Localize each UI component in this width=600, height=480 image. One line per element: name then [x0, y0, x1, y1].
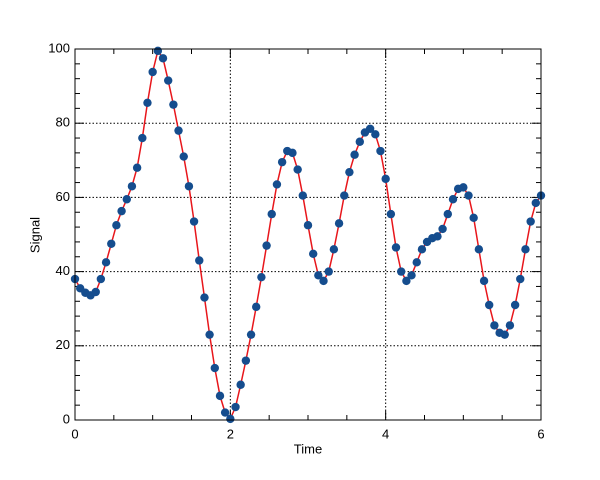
data-point [215, 391, 225, 401]
data-point [112, 221, 121, 230]
data-point [479, 276, 489, 286]
plot-frame [74, 48, 542, 421]
y-tick-label: 20 [56, 337, 70, 352]
data-point [510, 300, 520, 310]
data-point [309, 249, 318, 258]
data-point [236, 380, 245, 389]
data-point [531, 198, 540, 208]
data-point [246, 330, 256, 339]
data-point [334, 219, 344, 228]
data-point [200, 293, 209, 302]
data-point [153, 46, 163, 56]
y-tick-label: 80 [56, 115, 70, 130]
data-point [402, 276, 411, 286]
data-point [143, 98, 152, 107]
data-point [195, 256, 204, 265]
data-point [365, 124, 375, 133]
data-point [138, 133, 147, 143]
data-point [257, 272, 266, 282]
data-point [132, 163, 142, 172]
data-point [241, 356, 251, 365]
data-point [490, 321, 499, 330]
data-point [521, 245, 530, 254]
data-point [443, 209, 452, 219]
data-point [127, 182, 137, 191]
x-tick-label: 0 [71, 426, 78, 441]
data-point [298, 191, 307, 200]
x-tick-label: 2 [227, 426, 234, 441]
data-point [464, 191, 473, 200]
data-point [91, 287, 100, 297]
data-point [272, 180, 282, 189]
x-tick-label: 6 [537, 426, 544, 441]
y-tick-label: 40 [56, 263, 70, 278]
data-point [324, 267, 333, 276]
data-point [459, 183, 468, 192]
data-point [391, 243, 401, 252]
data-point [329, 245, 339, 254]
data-point [96, 274, 106, 284]
data-point [381, 174, 390, 184]
data-point [251, 302, 261, 312]
data-point [184, 182, 194, 191]
data-point [174, 126, 183, 135]
data-point [448, 195, 458, 204]
data-point [107, 239, 116, 248]
data-point [474, 245, 484, 254]
data-point [164, 76, 173, 85]
data-point [526, 217, 535, 226]
y-tick-label: 0 [63, 411, 70, 426]
x-tick-label: 4 [382, 426, 389, 441]
data-point [371, 130, 380, 139]
data-point [101, 258, 111, 267]
data-point [158, 54, 168, 63]
data-point [303, 221, 313, 230]
data-point [189, 217, 199, 226]
data-point [288, 148, 297, 158]
data-point [169, 100, 178, 109]
data-point [407, 271, 416, 280]
data-point [117, 206, 126, 216]
data-point [226, 414, 235, 424]
y-axis-label: Signal [27, 217, 42, 253]
data-point [355, 137, 365, 146]
data-point [262, 241, 271, 250]
data-point [397, 267, 406, 276]
data-point [314, 271, 323, 280]
y-tick-label: 100 [48, 40, 70, 55]
data-point [231, 402, 240, 412]
data-point [293, 165, 302, 174]
data-point [376, 146, 385, 156]
data-point [350, 150, 359, 159]
data-point [412, 258, 421, 267]
data-point [417, 245, 427, 254]
data-point [438, 224, 447, 234]
data-point [210, 363, 219, 373]
data-point [469, 213, 478, 223]
data-point [433, 232, 442, 241]
data-point [220, 408, 230, 417]
data-point [277, 157, 287, 167]
data-point [205, 330, 214, 339]
data-point [505, 321, 515, 330]
data-point [179, 152, 188, 161]
data-point [122, 195, 132, 204]
data-point [148, 67, 157, 77]
data-point [345, 167, 354, 177]
data-point [267, 209, 276, 219]
data-point [319, 276, 328, 286]
x-axis-label: Time [294, 441, 322, 456]
data-point [340, 191, 349, 200]
y-tick-label: 60 [56, 189, 70, 204]
data-point [386, 209, 396, 219]
data-point [500, 330, 509, 339]
data-point [516, 274, 525, 284]
data-point [484, 300, 494, 310]
